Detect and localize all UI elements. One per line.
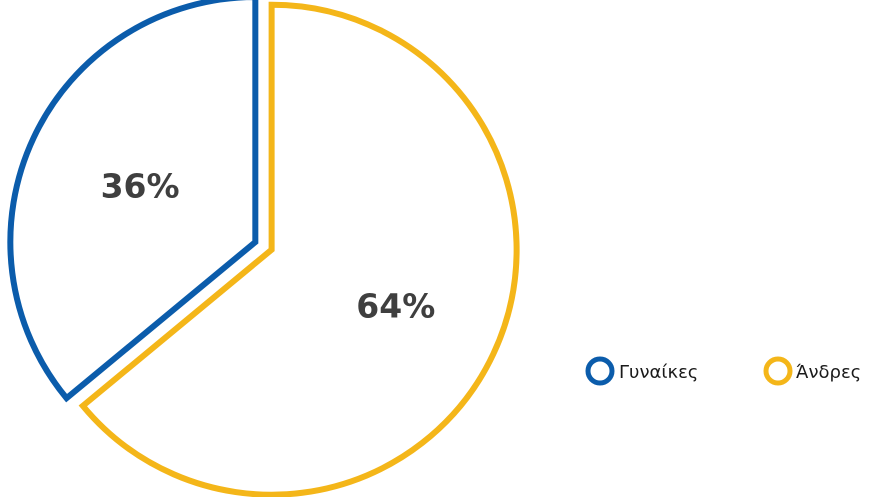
- legend-marker-women: [585, 356, 615, 386]
- legend-item-women: Γυναίκες: [585, 356, 698, 386]
- slice-label-women: 36%: [101, 166, 180, 205]
- legend-label-men: Άνδρες: [796, 362, 861, 383]
- legend-item-men: Άνδρες: [763, 356, 861, 386]
- slice-label-men: 64%: [356, 287, 435, 326]
- slice-women: [7, 0, 259, 403]
- slice-men: [78, 1, 520, 497]
- legend-label-women: Γυναίκες: [619, 362, 698, 383]
- legend-marker-men: [763, 356, 793, 386]
- slice-labels-group: 36% 64%: [101, 166, 436, 325]
- legend: Γυναίκες Άνδρες: [585, 356, 861, 386]
- slices-group: [7, 0, 520, 497]
